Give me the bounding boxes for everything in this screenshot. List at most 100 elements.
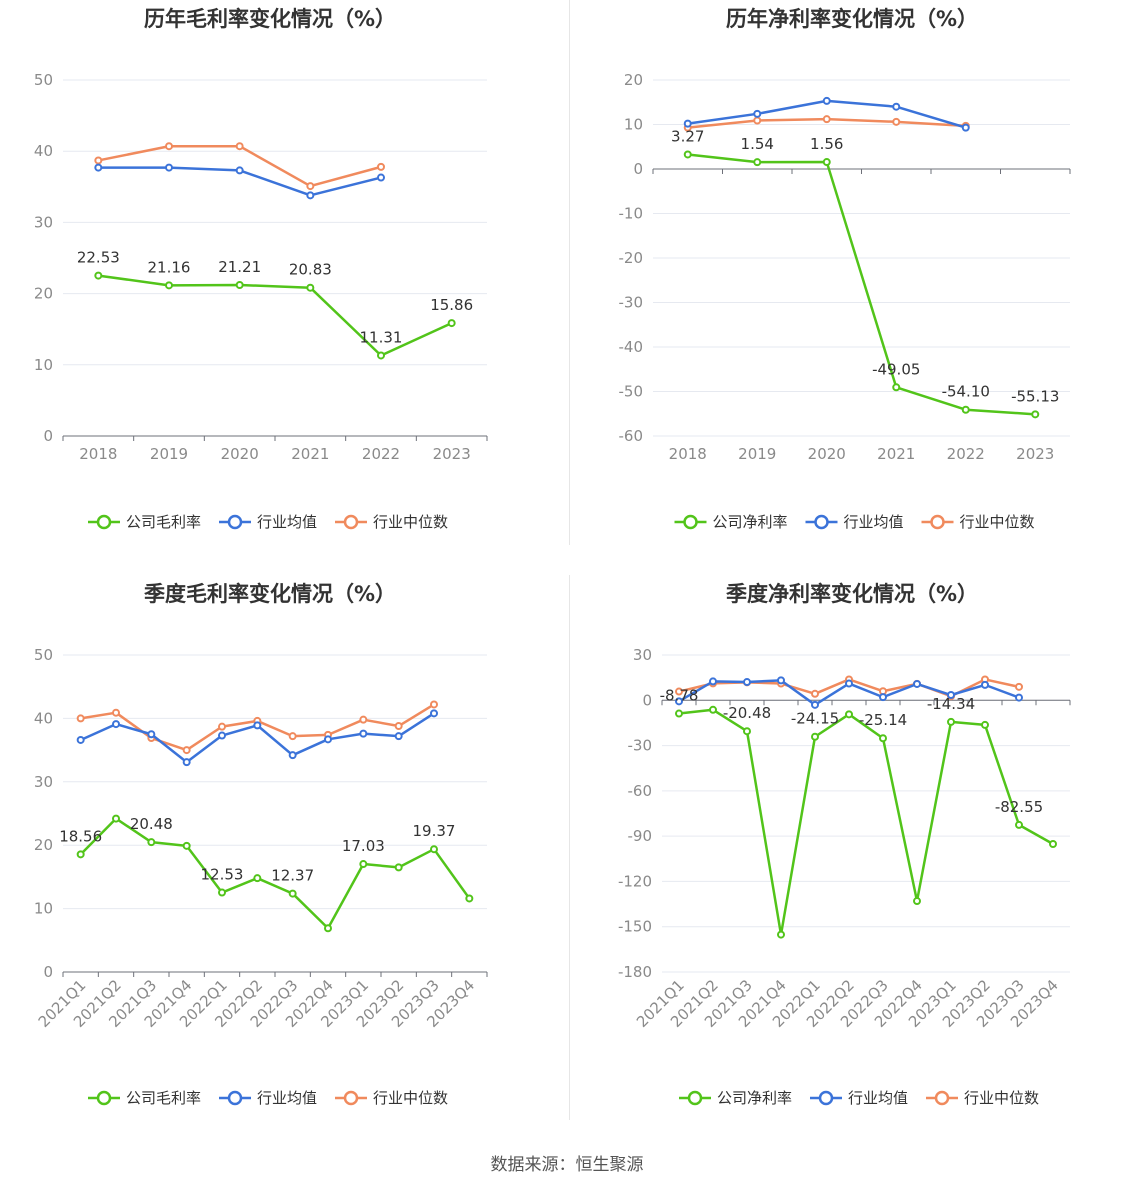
data-point-median	[165, 142, 173, 151]
data-point-company	[892, 383, 901, 392]
data-point-avg	[94, 163, 103, 172]
y-tick-label: 30	[34, 213, 53, 231]
y-tick-label: 0	[633, 160, 643, 178]
data-point-median	[218, 722, 226, 731]
x-tick-label: 2020	[808, 445, 846, 463]
y-tick-label: -10	[619, 205, 644, 223]
legend-item-median: 行业中位数	[335, 1089, 448, 1107]
legend-swatch-dot	[227, 514, 243, 530]
legend-swatch-dot	[683, 514, 698, 530]
data-point-avg	[1015, 693, 1023, 702]
data-point-avg	[777, 676, 785, 685]
y-tick-label: 40	[34, 142, 53, 160]
data-point-median	[394, 722, 403, 731]
chart-title: 季度净利率变化情况（%）	[726, 582, 978, 606]
x-tick-label: 2019	[738, 445, 776, 463]
data-label: 1.54	[741, 135, 774, 153]
annual-net-chart: 历年净利率变化情况（%） -60 -50 -40 -30 -20 -10 0 10 20 2018 2…	[619, 7, 1071, 531]
data-point-median	[112, 708, 120, 717]
data-point-avg	[683, 119, 692, 128]
y-tick-label: 10	[34, 900, 53, 918]
legend-swatch-dot	[814, 514, 829, 530]
data-label: -8.78	[660, 687, 699, 705]
data-point-company	[147, 838, 156, 847]
data-point-avg	[913, 679, 921, 688]
legend-swatch-dot	[930, 514, 945, 530]
legend-label: 行业均值	[257, 1089, 317, 1107]
data-point-company	[235, 280, 244, 289]
data-point-avg	[165, 163, 173, 172]
data-point-company	[76, 850, 85, 859]
data-label: 19.37	[413, 822, 456, 840]
data-label: 18.56	[59, 827, 102, 845]
data-point-company	[675, 709, 683, 718]
chart-title: 历年毛利率变化情况（%）	[144, 7, 396, 31]
data-label: 12.53	[201, 866, 244, 884]
y-tick-label: 30	[633, 646, 652, 664]
data-label: -24.15	[791, 710, 839, 728]
y-tick-label: -40	[619, 338, 644, 356]
data-label: -14.34	[927, 695, 975, 713]
data-point-company	[377, 351, 385, 360]
y-tick-label: 20	[34, 285, 53, 303]
legend-item-median: 行业中位数	[926, 1089, 1039, 1107]
legend-label: 行业均值	[848, 1089, 908, 1107]
y-tick-label: -60	[619, 427, 644, 445]
data-point-company	[94, 271, 103, 280]
data-point-company	[218, 888, 226, 897]
annual-gross-panel: 历年毛利率变化情况（%） 0 10 20 30 40 50 2018 2019 2020 2021 2…	[0, 0, 569, 560]
data-point-avg	[675, 697, 683, 706]
y-tick-label: 20	[624, 71, 643, 89]
y-tick-label: -50	[619, 383, 644, 401]
data-point-median	[811, 689, 819, 698]
series-line-company	[678, 708, 1054, 936]
data-point-median	[430, 700, 438, 709]
legend-label: 公司毛利率	[126, 513, 201, 531]
data-label: 20.48	[130, 815, 173, 833]
data-point-avg	[182, 758, 191, 767]
legend-swatch-dot	[96, 1090, 112, 1106]
y-tick-label: 10	[34, 356, 53, 374]
data-point-avg	[235, 166, 244, 175]
data-point-company	[947, 717, 955, 726]
legend-item-company: 公司毛利率	[88, 513, 201, 531]
series-line-company	[79, 817, 471, 930]
data-point-company	[811, 732, 819, 741]
quarterly-net-panel: 季度净利率变化情况（%） -180 -150 -120 -90 -60 -30 0 30 2021…	[570, 575, 1134, 1135]
y-tick-label: -90	[628, 827, 653, 845]
data-point-company	[981, 720, 989, 729]
legend-item-avg: 行业均值	[805, 513, 904, 531]
legend-swatch-dot	[227, 1090, 243, 1106]
legend-swatch-dot	[687, 1090, 703, 1106]
data-point-avg	[76, 735, 85, 744]
x-tick-label: 2018	[79, 445, 117, 463]
data-label: -82.55	[995, 798, 1043, 816]
data-point-company	[709, 705, 717, 714]
data-point-company	[465, 894, 474, 903]
data-point-company	[1015, 820, 1023, 829]
x-tick-label: 2022	[947, 445, 985, 463]
legend-swatch-dot	[343, 1090, 359, 1106]
data-point-avg	[377, 173, 385, 182]
data-point-median	[753, 116, 762, 125]
data-point-median	[822, 115, 831, 124]
data-point-avg	[306, 191, 315, 200]
data-point-company	[822, 158, 831, 167]
data-point-avg	[253, 721, 262, 730]
legend-item-avg: 行业均值	[810, 1089, 908, 1107]
data-point-median	[892, 117, 901, 126]
quarterly-gross-chart: 季度毛利率变化情况（%）010203040502021Q12021Q22021Q…	[34, 582, 488, 1107]
data-point-avg	[845, 679, 853, 688]
divider-top	[569, 0, 570, 545]
annual-gross-chart: 历年毛利率变化情况（%） 0 10 20 30 40 50 2018 2019 2020 2021 2…	[34, 7, 488, 531]
legend-item-company: 公司毛利率	[88, 1089, 201, 1107]
data-point-avg	[981, 680, 989, 689]
x-tick-label: 2020	[221, 445, 259, 463]
data-point-company	[253, 874, 262, 883]
data-point-median	[288, 732, 297, 741]
legend-item-company: 公司净利率	[679, 1089, 792, 1107]
data-label: 3.27	[671, 127, 704, 145]
data-point-company	[683, 150, 692, 159]
y-tick-label: 0	[43, 963, 53, 981]
data-point-median	[76, 714, 85, 723]
